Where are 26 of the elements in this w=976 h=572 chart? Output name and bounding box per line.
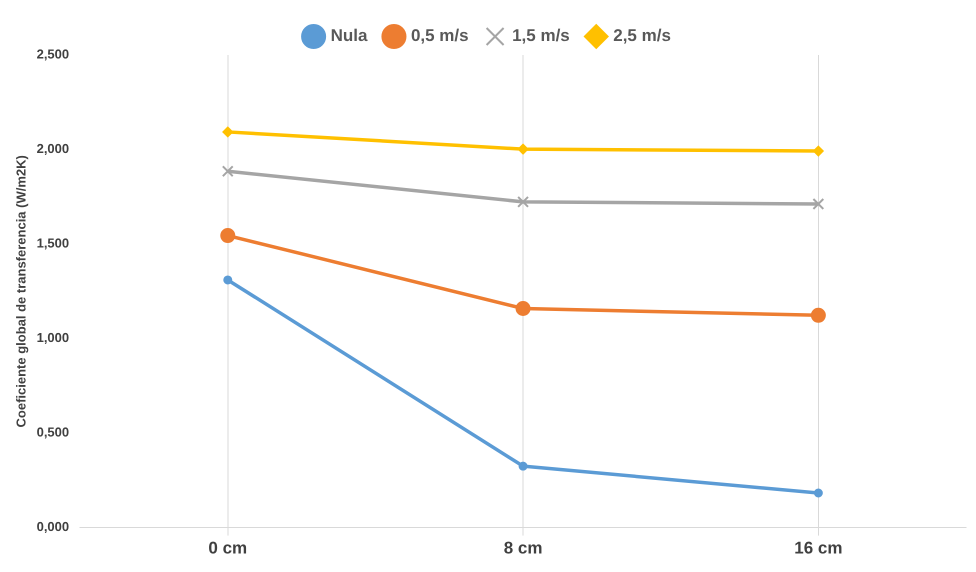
point: [223, 275, 232, 284]
point: [518, 462, 528, 471]
y-tick-label: 2,000: [36, 141, 70, 156]
point: [222, 126, 234, 138]
x-tick-label: 16 cm: [794, 538, 842, 558]
point: [517, 196, 530, 208]
legend-label: 1,5 m/s: [512, 26, 570, 46]
legend-label: Nula: [330, 26, 368, 46]
y-tick-label: 0,500: [36, 424, 70, 440]
x-tick-label: 8 cm: [504, 538, 542, 558]
y-tick-label: 1,000: [36, 330, 70, 346]
point: [812, 198, 824, 210]
x-tick-label: 0 cm: [208, 538, 248, 558]
y-tick-label: 1,500: [36, 236, 70, 251]
point: [222, 165, 234, 178]
y-axis-title: Coeficiente global de transferencia (W/m2K): [13, 155, 28, 428]
legend-label: 0,5 m/s: [410, 26, 469, 46]
legend-label: 2,5 m/s: [613, 26, 671, 46]
y-tick-label: 0,000: [36, 519, 70, 534]
point: [814, 488, 823, 498]
y-tick-label: 2,500: [36, 46, 70, 62]
point: [810, 308, 826, 323]
point: [518, 144, 529, 155]
point: [516, 301, 531, 316]
point: [812, 146, 824, 157]
point: [220, 228, 236, 244]
